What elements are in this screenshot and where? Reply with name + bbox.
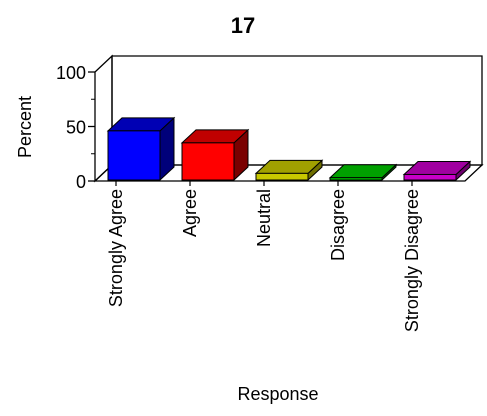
bar-front	[255, 172, 309, 181]
chart-title: 17	[231, 13, 255, 38]
bar-front	[107, 130, 161, 181]
bar-front	[329, 177, 383, 181]
bars	[106, 116, 472, 182]
y-axis: 0 50 100	[56, 63, 95, 192]
y-axis-label: Percent	[15, 96, 35, 158]
bar-strongly-disagree	[402, 160, 472, 182]
x-tick-label: Strongly Agree	[106, 189, 126, 307]
bar-front	[403, 173, 457, 181]
y-tick-label: 50	[66, 118, 86, 138]
y-tick-label: 0	[76, 172, 86, 192]
x-tick-label: Agree	[180, 189, 200, 237]
floor	[93, 164, 484, 182]
bar-strongly-agree	[106, 116, 176, 182]
x-tick-label: Disagree	[328, 189, 348, 261]
x-tick-label: Strongly Disagree	[402, 189, 422, 332]
y-tick-label: 100	[56, 63, 86, 83]
x-tick-labels: Strongly Agree Agree Neutral Disagree Strong…	[106, 181, 422, 332]
bar-neutral	[254, 159, 324, 182]
bar-disagree	[328, 163, 398, 182]
bar-agree	[180, 128, 250, 182]
x-axis-label: Response	[237, 384, 318, 404]
bar-front	[181, 142, 235, 181]
x-tick-label: Neutral	[254, 189, 274, 247]
